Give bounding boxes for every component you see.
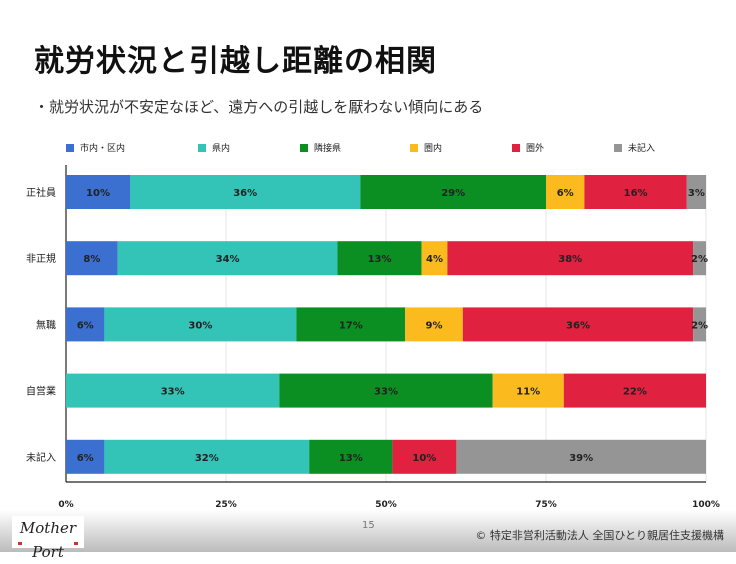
legend-swatch	[198, 143, 206, 152]
legend-swatch	[66, 143, 74, 152]
bar-segment	[279, 373, 493, 408]
data-label: 34%	[216, 254, 240, 265]
logo-text: Mother Port	[19, 519, 77, 561]
copyright: © 特定非営利活動法人 全国ひとり親居住支援機構	[475, 529, 724, 542]
bar-segment	[360, 175, 546, 209]
bar-segment	[104, 439, 310, 474]
x-tick-label: 50%	[375, 500, 397, 510]
legend: 市内・区内 県内 隣接県 圏内 圏外 未記入	[66, 141, 726, 157]
page-number: 15	[362, 520, 375, 531]
data-label: 36%	[566, 320, 590, 331]
footer	[0, 510, 736, 552]
legend-label: 県内	[212, 144, 231, 154]
data-label: 36%	[233, 188, 257, 199]
data-label: 13%	[339, 453, 363, 464]
bar-segment	[66, 175, 130, 209]
x-tick-label: 75%	[535, 500, 557, 510]
data-label: 33%	[161, 387, 185, 398]
legend-item: 隣接県	[300, 141, 341, 154]
data-label: 22%	[623, 387, 647, 398]
y-tick-label: 非正規	[26, 253, 56, 265]
legend-swatch	[410, 143, 418, 152]
mother-port-logo: Mother Port	[12, 516, 84, 561]
bar-segment	[693, 307, 706, 342]
y-tick-label: 正社員	[26, 186, 56, 199]
data-label: 6%	[557, 188, 574, 199]
data-label: 17%	[339, 320, 363, 331]
data-label: 32%	[195, 453, 219, 464]
legend-label: 隣接県	[314, 144, 342, 154]
legend-item: 未記入	[614, 141, 655, 154]
legend-swatch	[614, 143, 622, 152]
bar-segment	[546, 175, 585, 209]
data-label: 29%	[441, 188, 465, 199]
data-label: 2%	[691, 320, 708, 331]
legend-item: 市内・区内	[66, 141, 125, 154]
bar-segment	[447, 241, 694, 276]
data-label: 3%	[688, 188, 705, 199]
data-label: 30%	[188, 320, 212, 331]
data-label: 10%	[86, 188, 110, 199]
x-tick-label: 25%	[215, 500, 237, 510]
bar-segment	[117, 241, 338, 276]
bar-segment	[421, 241, 448, 276]
data-label: 6%	[77, 320, 94, 331]
bar-segment	[337, 241, 422, 276]
data-label: 33%	[374, 387, 398, 398]
bar-segment	[492, 373, 564, 408]
y-tick-label: 無職	[36, 318, 56, 331]
y-tick-label: 未記入	[26, 451, 56, 464]
bar-segment	[693, 241, 706, 276]
data-label: 4%	[426, 254, 443, 265]
bar-segment	[130, 175, 361, 209]
legend-label: 市内・区内	[80, 144, 126, 154]
bar-segment	[66, 241, 118, 276]
legend-item: 圏内	[410, 141, 442, 154]
bar-segment	[392, 439, 457, 474]
data-label: 13%	[368, 254, 392, 265]
x-tick-label: 0%	[58, 500, 73, 510]
data-label: 38%	[558, 254, 582, 265]
legend-item: 圏外	[512, 141, 544, 154]
x-tick-label: 100%	[692, 500, 720, 510]
bar-segment	[66, 373, 280, 408]
data-label: 39%	[569, 453, 593, 464]
bar-segment	[296, 307, 406, 342]
data-label: 16%	[624, 188, 648, 199]
legend-label: 圏外	[526, 144, 545, 154]
legend-label: 圏内	[424, 144, 443, 154]
bar-segment	[104, 307, 297, 342]
legend-swatch	[512, 143, 520, 152]
data-label: 11%	[516, 387, 540, 398]
legend-item: 県内	[198, 141, 230, 154]
legend-swatch	[300, 143, 308, 152]
bar-segment	[563, 373, 706, 408]
stacked-bar-chart: 0% 25% 50% 75% 100% 正社員 10% 36% 29% 6% 16% 3% 非正規 8% 3…	[26, 165, 720, 510]
y-tick-label: 自営業	[26, 385, 56, 398]
bar-segment	[456, 439, 706, 474]
bar-segment	[462, 307, 694, 342]
data-label: 10%	[412, 453, 436, 464]
bar-segment	[66, 439, 105, 474]
bar-segment	[309, 439, 393, 474]
bar-segment	[66, 307, 105, 342]
data-label: 6%	[77, 453, 94, 464]
legend-label: 未記入	[628, 144, 656, 154]
data-label: 9%	[426, 320, 443, 331]
bar-segment	[584, 175, 687, 209]
data-label: 8%	[83, 254, 100, 265]
slide-title: 就労状況と引越し距離の相関	[34, 44, 437, 79]
bar-segment	[686, 175, 706, 209]
bar-segment	[405, 307, 463, 342]
slide-subtitle: ・就労状況が不安定なほど、遠方への引越しを厭わない傾向にある	[34, 98, 484, 116]
data-label: 2%	[691, 254, 708, 265]
